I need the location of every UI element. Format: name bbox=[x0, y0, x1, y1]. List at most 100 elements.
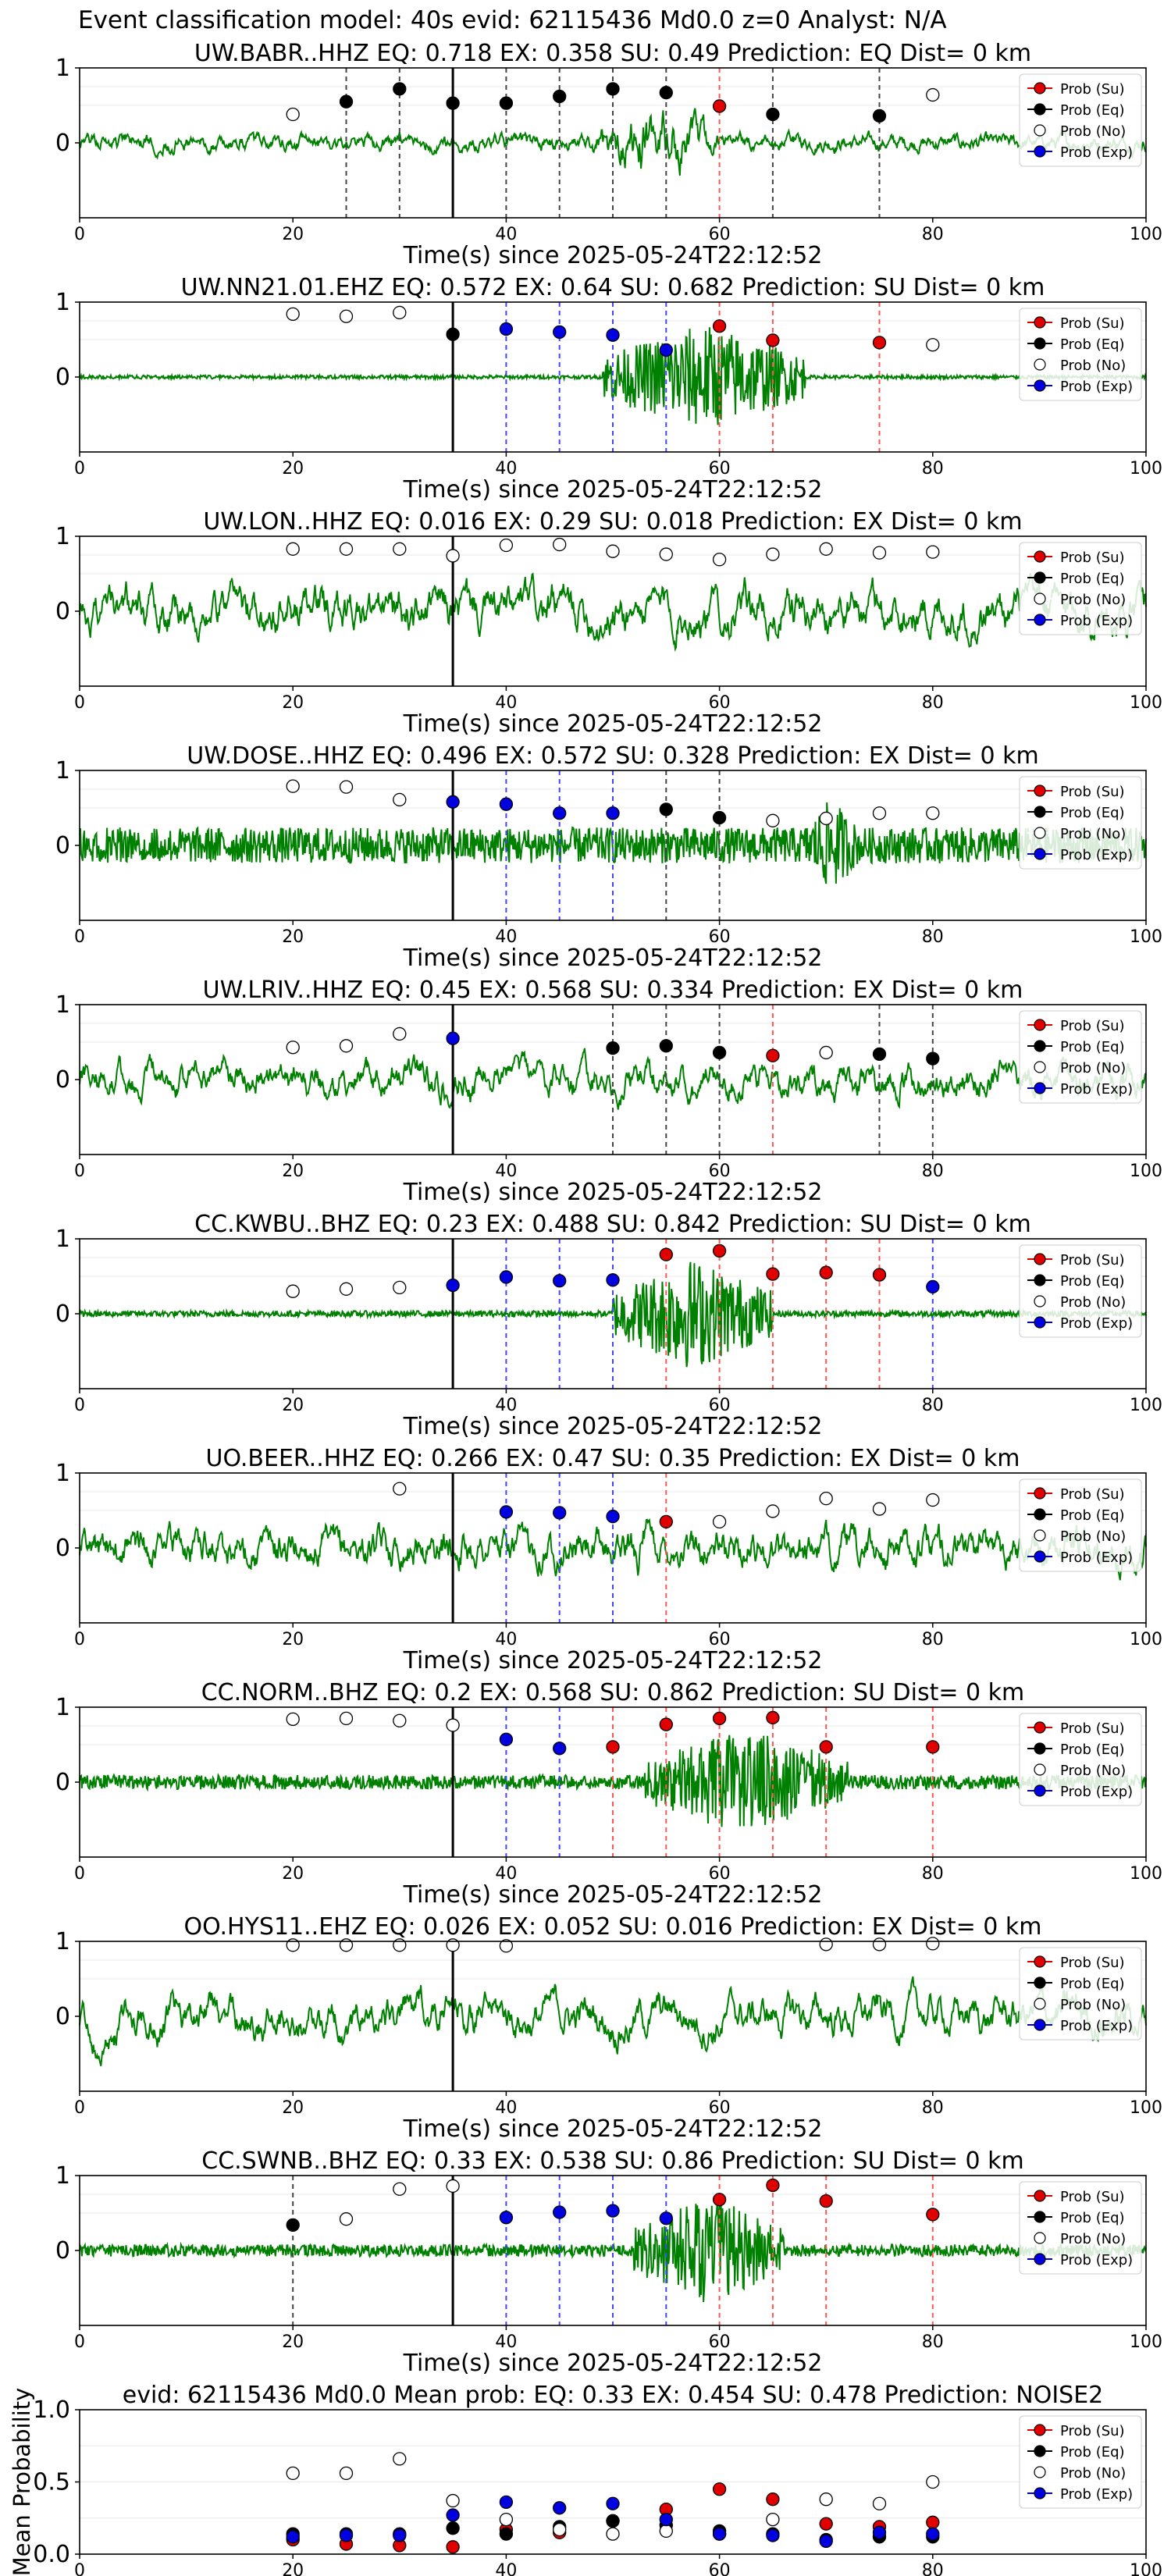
prob-marker-no bbox=[339, 542, 354, 556]
x-tick-label: 100 bbox=[1130, 1396, 1162, 1415]
x-tick-label: 0 bbox=[74, 1396, 85, 1415]
legend-marker bbox=[1034, 1763, 1046, 1776]
waveform-trace bbox=[79, 327, 1147, 425]
prob-marker-no bbox=[446, 549, 460, 563]
prob-marker-exp bbox=[553, 1742, 567, 1756]
legend-marker bbox=[1034, 1976, 1046, 1989]
x-tick-label: 100 bbox=[1130, 1162, 1162, 1181]
prob-marker-su bbox=[872, 336, 887, 350]
prob-marker-no bbox=[499, 538, 514, 553]
x-tick-label: 20 bbox=[282, 459, 304, 479]
legend-marker bbox=[1034, 1955, 1046, 1968]
prob-marker-no bbox=[339, 1711, 354, 1726]
panel-mean: evid: 62115436 Md0.0 Mean prob: EQ: 0.33… bbox=[9, 2382, 1162, 2576]
prob-marker-no bbox=[606, 2527, 620, 2541]
prob-marker-no bbox=[926, 87, 940, 102]
prob-marker-eq bbox=[446, 327, 460, 341]
legend-marker bbox=[1034, 848, 1046, 860]
x-tick-label: 40 bbox=[495, 1864, 517, 1884]
y-tick-label: 0 bbox=[55, 130, 70, 157]
x-tick-label: 100 bbox=[1130, 693, 1162, 713]
legend-label: Prob (Su) bbox=[1060, 81, 1125, 98]
x-tick-label: 100 bbox=[1130, 2561, 1162, 2576]
prob-marker-exp bbox=[553, 806, 567, 820]
x-tick-label: 60 bbox=[709, 1630, 731, 1649]
x-tick-label: 80 bbox=[922, 2332, 944, 2352]
prob-marker-eq bbox=[872, 1047, 887, 1062]
prob-marker-no bbox=[393, 1026, 407, 1041]
legend-label: Prob (Su) bbox=[1060, 784, 1125, 800]
prob-marker-no bbox=[926, 806, 940, 820]
panel-title: UO.BEER..HHZ EQ: 0.266 EX: 0.47 SU: 0.35… bbox=[206, 1445, 1020, 1472]
prob-marker-exp bbox=[819, 2534, 833, 2549]
panel-title: CC.SWNB..BHZ EQ: 0.33 EX: 0.538 SU: 0.86… bbox=[201, 2147, 1024, 2175]
legend-marker bbox=[1034, 785, 1046, 797]
prob-marker-exp bbox=[766, 2528, 780, 2542]
waveform-trace bbox=[79, 1048, 1147, 1110]
legend-marker bbox=[1034, 1721, 1046, 1734]
legend-box bbox=[1019, 1713, 1142, 1806]
prob-marker-no bbox=[606, 544, 620, 558]
prob-marker-no bbox=[766, 547, 780, 561]
legend-marker bbox=[1034, 1019, 1046, 1031]
legend-marker bbox=[1034, 358, 1046, 371]
legend-label: Prob (Exp) bbox=[1060, 1081, 1133, 1098]
x-tick-label: 80 bbox=[922, 1162, 944, 1181]
x-tick-label: 80 bbox=[922, 225, 944, 244]
prob-marker-exp bbox=[499, 2211, 514, 2225]
y-tick-label: 0 bbox=[55, 832, 70, 859]
panel-cc-kwbu-bhz: CC.KWBU..BHZ EQ: 0.23 EX: 0.488 SU: 0.84… bbox=[55, 1211, 1162, 1440]
legend-box bbox=[1019, 308, 1142, 401]
prob-marker-exp bbox=[659, 2211, 673, 2226]
prob-marker-no bbox=[659, 2524, 673, 2539]
prob-marker-no bbox=[339, 309, 354, 323]
prob-marker-su bbox=[926, 2515, 940, 2529]
legend-label: Prob (Exp) bbox=[1060, 144, 1133, 161]
prob-marker-eq bbox=[926, 1051, 940, 1066]
prob-marker-su bbox=[819, 2517, 833, 2531]
legend-marker bbox=[1034, 379, 1046, 392]
legend: Prob (Su) Prob (Eq) Prob (No) Prob (Exp) bbox=[1019, 2181, 1142, 2275]
legend-label: Prob (No) bbox=[1060, 1060, 1126, 1076]
legend-box bbox=[1019, 2181, 1142, 2275]
prob-marker-no bbox=[872, 1502, 887, 1516]
x-axis-label: Time(s) since 2025-05-24T22:12:52 bbox=[403, 2350, 823, 2377]
prob-marker-no bbox=[339, 1039, 354, 1053]
prob-marker-exp bbox=[606, 2496, 620, 2510]
legend-marker bbox=[1034, 614, 1046, 626]
legend-marker bbox=[1034, 1742, 1046, 1755]
legend-marker bbox=[1034, 1529, 1046, 1542]
x-tick-label: 20 bbox=[282, 2098, 304, 2118]
waveform-trace bbox=[79, 572, 1147, 653]
prob-marker-exp bbox=[499, 797, 514, 811]
prob-marker-no bbox=[393, 305, 407, 320]
prob-marker-eq bbox=[712, 810, 727, 825]
prob-marker-eq bbox=[659, 86, 673, 100]
legend-label: Prob (No) bbox=[1060, 123, 1126, 140]
prob-marker-eq bbox=[393, 82, 407, 96]
legend-label: Prob (Exp) bbox=[1060, 2018, 1133, 2034]
x-tick-label: 40 bbox=[495, 2561, 517, 2576]
prob-marker-no bbox=[446, 1718, 460, 1732]
legend: Prob (Su) Prob (Eq) Prob (No) Prob (Exp) bbox=[1019, 776, 1142, 870]
prob-marker-no bbox=[499, 1939, 514, 1953]
panel-title: UW.LRIV..HHZ EQ: 0.45 EX: 0.568 SU: 0.33… bbox=[203, 977, 1023, 1004]
x-tick-label: 0 bbox=[74, 1630, 85, 1649]
legend-label: Prob (Eq) bbox=[1060, 2210, 1125, 2226]
prob-marker-no bbox=[659, 547, 673, 561]
legend-label: Prob (Su) bbox=[1060, 1955, 1125, 1971]
y-tick-label: 0.5 bbox=[33, 2469, 70, 2496]
y-tick-label: 1 bbox=[55, 1460, 70, 1487]
x-axis-label: Time(s) since 2025-05-24T22:12:52 bbox=[403, 945, 823, 972]
legend-label: Prob (Eq) bbox=[1060, 571, 1125, 587]
x-tick-label: 60 bbox=[709, 1162, 731, 1181]
prob-marker-no bbox=[766, 813, 780, 827]
legend-marker bbox=[1034, 571, 1046, 584]
legend-label: Prob (Eq) bbox=[1060, 1039, 1125, 1055]
prob-marker-no bbox=[339, 2212, 354, 2226]
prob-marker-no bbox=[339, 1938, 354, 1952]
x-tick-label: 100 bbox=[1130, 1864, 1162, 1884]
legend-marker bbox=[1034, 2253, 1046, 2265]
legend-marker bbox=[1034, 2190, 1046, 2202]
prob-marker-no bbox=[872, 806, 887, 820]
